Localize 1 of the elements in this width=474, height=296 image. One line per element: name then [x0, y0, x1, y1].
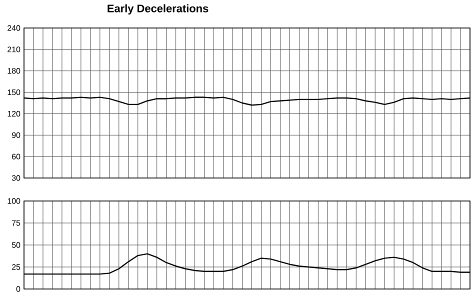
chart-title: Early Decelerations: [108, 4, 208, 14]
